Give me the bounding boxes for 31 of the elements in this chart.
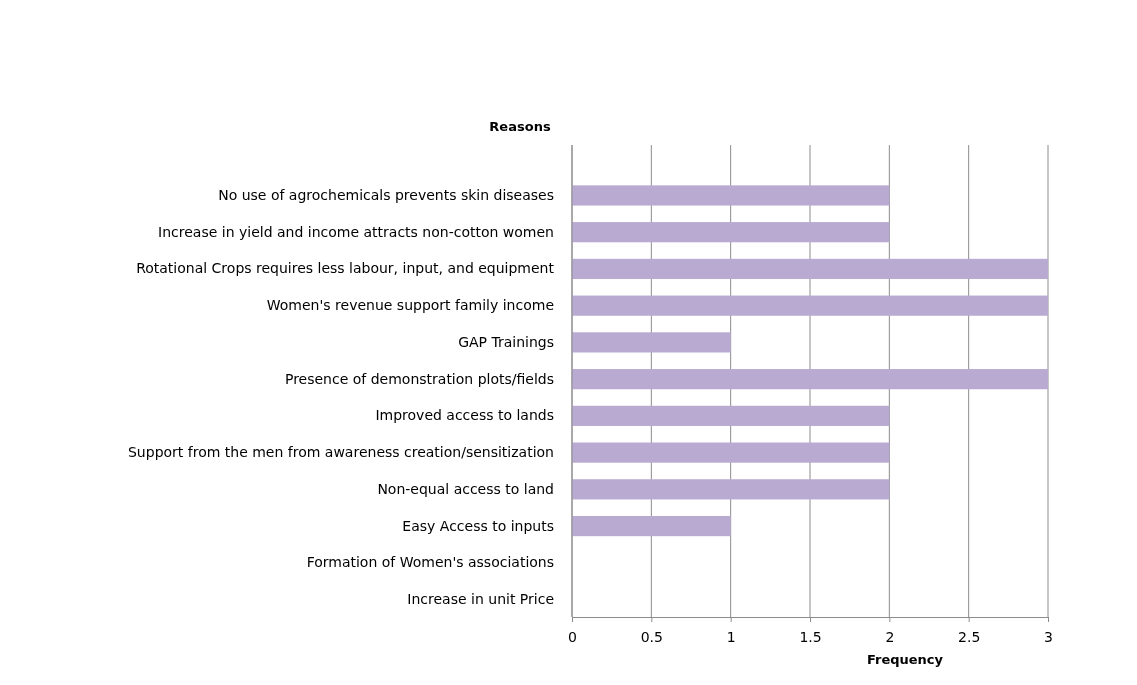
x-tick-label: 2.5 — [958, 628, 981, 645]
y-tick-label: Presence of demonstration plots/fields — [284, 370, 554, 387]
x-tick-label: 0.5 — [640, 628, 663, 645]
y-tick-label: No use of agrochemicals prevents skin diseases — [218, 186, 554, 203]
bar — [572, 405, 890, 426]
bar — [572, 185, 890, 206]
bar — [572, 515, 731, 537]
y-tick-label: Non-equal access to land — [377, 480, 554, 497]
x-tick-label: 0 — [568, 628, 577, 645]
bar — [572, 369, 1048, 390]
y-tick-label: Rotational Crops requires less labour, input, and equipment — [136, 260, 555, 277]
bar — [572, 332, 731, 353]
x-tick-label: 3 — [1044, 628, 1053, 645]
bar — [572, 442, 890, 463]
y-tick-label: GAP Trainings — [458, 333, 554, 350]
bar — [572, 479, 890, 500]
y-tick-label: Easy Access to inputs — [402, 517, 554, 534]
x-axis-title: Frequency — [866, 652, 944, 667]
x-tick-label: 1 — [726, 628, 736, 645]
y-tick-label: Women's revenue support family income — [266, 297, 554, 314]
y-axis-title: Reasons — [489, 119, 551, 134]
bar — [572, 222, 890, 243]
y-tick-label: Formation of Women's associations — [306, 554, 554, 571]
bar — [572, 258, 1048, 280]
x-tick-label: 1.5 — [799, 628, 822, 645]
y-tick-label: Support from the men from awareness creation/sensitization — [127, 444, 554, 461]
y-tick-label: Improved access to lands — [375, 407, 554, 424]
y-tick-label: Increase in yield and income attracts non-cotton women — [158, 223, 554, 240]
y-tick-label: Increase in unit Price — [407, 591, 554, 608]
bar — [572, 295, 1048, 316]
x-tick-label: 2 — [885, 628, 895, 645]
